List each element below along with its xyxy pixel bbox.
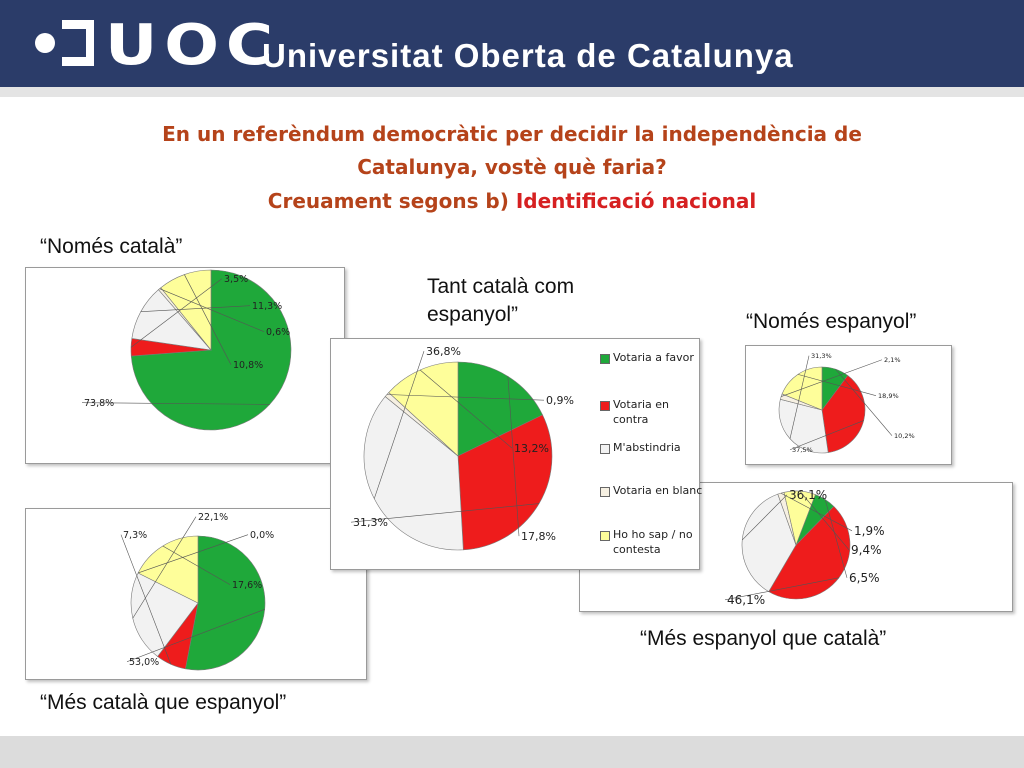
legend-label-abstindria: M'abstindria — [613, 441, 681, 454]
slide-title-line-2: Catalunya, vostè què faria? — [357, 155, 667, 179]
label-abstindria: 22,1% — [198, 512, 228, 523]
legend-swatch-abstindria — [600, 444, 610, 454]
pie-chart-nomes-catala: 73,8% 3,5% 11,3% 0,6% 10,8% — [81, 269, 292, 431]
chart-title-nomes-catala: “Només català” — [40, 235, 183, 258]
leader-line — [799, 490, 850, 550]
slide-title-line-1: En un referèndum democràtic per decidir … — [162, 122, 862, 146]
label-no-contesta: 9,4% — [851, 543, 882, 557]
label-no-contesta: 18,9% — [878, 392, 899, 400]
label-no-contesta: 10,8% — [233, 360, 263, 371]
label-en-blanc: 0,0% — [250, 530, 274, 541]
leader-line — [507, 376, 520, 537]
chart-box-mes-catala: 53,0% 7,3% 22,1% 0,0% 17,6% — [25, 508, 367, 680]
pie-chart-mes-espanyol: 6,5% 46,1% 36,1% 1,9% 9,4% — [724, 488, 885, 607]
leader-line — [130, 278, 223, 348]
leader-line — [780, 492, 853, 532]
label-a-favor: 10,2% — [894, 432, 915, 440]
label-en-blanc: 1,9% — [854, 524, 885, 538]
footer-bar — [0, 736, 1024, 768]
pie-chart-nomes-espanyol: 10,2% 37,5% 31,3% 2,1% 18,9% — [778, 352, 915, 454]
title-prefix: Creuament segons b) — [267, 189, 516, 213]
leader-line — [419, 369, 513, 449]
leader-line — [824, 499, 848, 578]
legend-swatch-en-blanc — [600, 487, 610, 497]
label-abstindria: 31,3% — [811, 352, 832, 360]
university-name: Universitat Oberta de Catalunya — [262, 37, 794, 74]
leader-line — [81, 402, 270, 405]
chart-title-tant-catala: Tant català com espanyol” — [427, 275, 575, 326]
slice-en-contra — [768, 505, 851, 600]
label-abstindria: 36,8% — [426, 345, 461, 358]
legend-swatch-en-contra — [600, 401, 610, 411]
leader-line — [159, 288, 265, 332]
chart-box-nomes-catala: 73,8% 3,5% 11,3% 0,6% 10,8% — [25, 267, 345, 464]
label-abstindria: 11,3% — [252, 301, 282, 312]
leader-line — [120, 534, 172, 665]
slide-title-line-3: Creuament segons b) Identificació nacion… — [100, 185, 924, 218]
legend-label-a-favor: Votaria a favor — [613, 351, 694, 364]
label-no-contesta: 17,6% — [232, 580, 262, 591]
leader-line — [138, 534, 249, 574]
uoc-logo-text: UOC — [105, 13, 281, 78]
leader-line — [140, 305, 251, 312]
leader-line — [835, 368, 893, 436]
legend-label-en-blanc: Votaria en blanc — [613, 484, 703, 497]
label-en-contra: 37,5% — [792, 446, 813, 454]
chart-box-tant-catala: 17,8% 31,3% 36,8% 0,9% 13,2% — [330, 338, 700, 570]
uoc-logo-icon — [35, 20, 94, 66]
label-en-blanc: 2,1% — [884, 356, 901, 364]
label-en-contra: 46,1% — [727, 593, 765, 607]
leader-line — [162, 545, 231, 585]
label-abstindria: 36,1% — [789, 488, 827, 502]
leader-line — [797, 374, 877, 397]
legend-label-no-contesta: Ho ho sap / no contesta — [613, 528, 693, 556]
leader-line — [781, 359, 883, 397]
legend-swatch-no-contesta — [600, 531, 610, 541]
pie-chart-mes-catala: 53,0% 7,3% 22,1% 0,0% 17,6% — [120, 512, 274, 671]
leader-line — [184, 274, 232, 365]
legend-swatch-a-favor — [600, 354, 610, 364]
label-en-contra: 3,5% — [224, 274, 248, 285]
leader-line — [126, 609, 265, 662]
label-no-contesta: 13,2% — [514, 442, 549, 455]
label-a-favor: 17,8% — [521, 530, 556, 543]
leader-line — [350, 503, 540, 523]
label-a-favor: 53,0% — [129, 657, 159, 668]
leader-line — [789, 355, 810, 439]
title-highlight: Identificació nacional — [515, 189, 757, 213]
leader-line — [789, 420, 864, 451]
leader-line — [724, 577, 839, 601]
leader-line — [742, 494, 788, 541]
chart-box-nomes-espanyol: 10,2% 37,5% 31,3% 2,1% 18,9% — [745, 345, 952, 465]
label-en-blanc: 0,9% — [546, 394, 574, 407]
slice-no-contesta — [388, 361, 459, 457]
header-divider — [0, 87, 1024, 97]
label-a-favor: 6,5% — [849, 571, 880, 585]
leader-line — [132, 516, 197, 619]
chart-title-mes-catala: “Més català que espanyol” — [40, 691, 287, 714]
label-a-favor: 73,8% — [84, 398, 114, 409]
label-en-contra: 7,3% — [123, 530, 147, 541]
header-bar: UOC Universitat Oberta de Catalunya — [0, 0, 1024, 87]
chart-title-mes-espanyol: “Més espanyol que català” — [640, 627, 887, 650]
label-en-blanc: 0,6% — [266, 327, 290, 338]
legend-label-en-contra: Votaria en contra — [613, 398, 670, 426]
chart-title-nomes-espanyol: “Només espanyol” — [746, 310, 917, 333]
pie-chart-tant-catala: 17,8% 31,3% 36,8% 0,9% 13,2% — [350, 345, 574, 551]
label-en-contra: 31,3% — [353, 516, 388, 529]
leader-line — [373, 351, 425, 499]
leader-line — [386, 394, 545, 401]
